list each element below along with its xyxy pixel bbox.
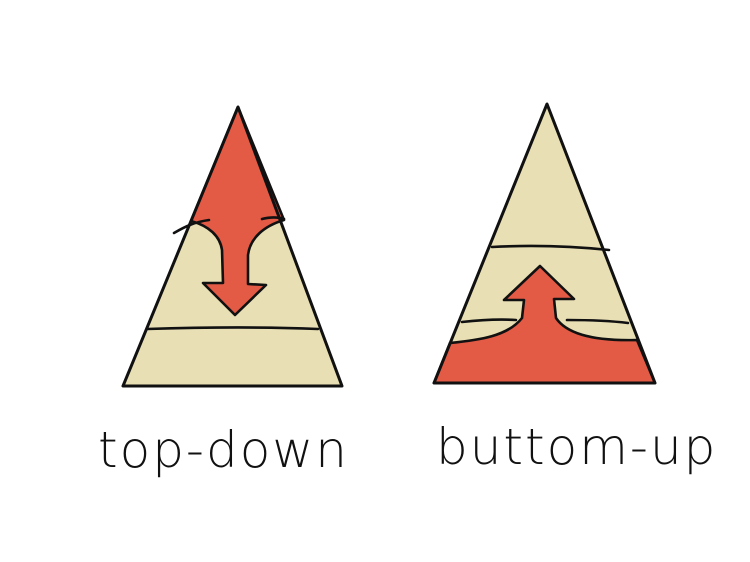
- top-down-band-line-lower: [145, 326, 320, 331]
- bottom-up-pyramid-body: [434, 104, 655, 383]
- bottom-up-caption: buttom-up: [436, 418, 717, 476]
- top-down-caption: top-down: [98, 421, 349, 479]
- top-down-pyramid: [121, 105, 344, 388]
- bottom-up-band-line-lower: [460, 318, 630, 325]
- down-arrow-icon: [189, 105, 286, 317]
- up-arrow-icon: [432, 264, 657, 385]
- bottom-up-pyramid: [432, 102, 657, 385]
- top-down-pyramid-outline: [121, 105, 344, 388]
- bottom-up-band-line-upper: [490, 244, 611, 252]
- bottom-up-pyramid-outline: [432, 102, 657, 385]
